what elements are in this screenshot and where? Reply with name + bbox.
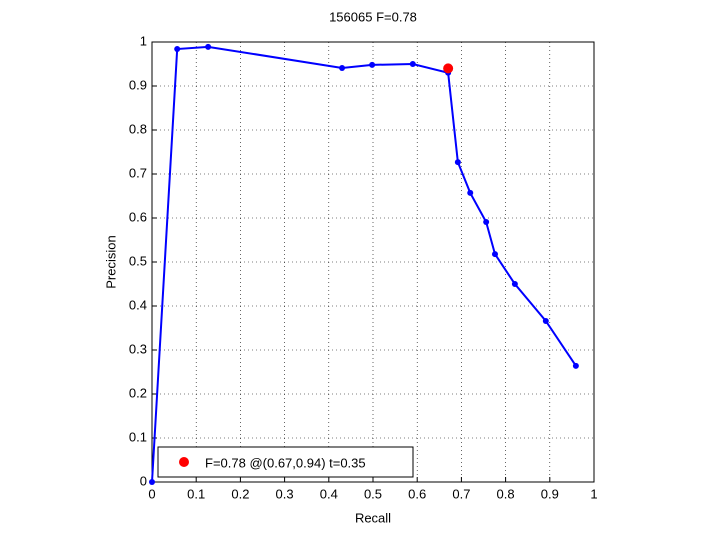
x-tick-label: 0.4: [320, 486, 338, 501]
series-line: [151, 45, 577, 483]
plot-frame: [151, 41, 595, 483]
legend-box: [157, 446, 414, 478]
data-point: [542, 317, 549, 324]
y-tick-label: 0.8: [129, 121, 147, 136]
data-point: [511, 281, 518, 287]
y-tick-label: 0.6: [129, 209, 147, 224]
data-point: [149, 479, 155, 485]
x-tick-label: 0.3: [276, 486, 294, 501]
chart-title: 156065 F=0.78: [329, 9, 417, 24]
x-tick-label: 0.7: [452, 486, 470, 501]
data-point: [443, 63, 454, 74]
data-point: [572, 362, 579, 369]
data-point: [467, 189, 474, 196]
x-tick-label: 1: [590, 486, 597, 501]
data-point: [491, 251, 498, 258]
y-axis-label: Precision: [103, 235, 118, 288]
x-axis-label: Recall: [355, 510, 391, 525]
y-tick-label: 0.4: [129, 297, 147, 312]
y-tick-label: 0.3: [129, 341, 147, 356]
data-point: [205, 43, 212, 50]
y-tick-label: 1: [140, 33, 147, 48]
data-point: [339, 64, 346, 71]
x-tick-label: 0: [148, 486, 155, 501]
x-tick-label: 0.8: [497, 486, 515, 501]
data-point: [483, 218, 490, 225]
y-tick-label: 0.7: [129, 165, 147, 180]
y-tick-label: 0.9: [129, 77, 147, 92]
legend-marker: [179, 457, 189, 467]
data-point: [369, 61, 376, 68]
x-tick-label: 0.9: [541, 486, 559, 501]
y-tick-label: 0: [140, 473, 147, 488]
data-point: [454, 159, 461, 166]
legend-label: F=0.78 @(0.67,0.94) t=0.35: [205, 455, 366, 470]
x-tick-label: 0.6: [408, 486, 426, 501]
y-tick-label: 0.5: [129, 253, 147, 268]
data-point: [174, 46, 181, 53]
x-tick-label: 0.1: [187, 486, 205, 501]
x-tick-label: 0.2: [231, 486, 249, 501]
x-tick-label: 0.5: [364, 486, 382, 501]
y-tick-label: 0.2: [129, 385, 147, 400]
y-tick-label: 0.1: [129, 429, 147, 444]
data-point: [409, 61, 416, 67]
